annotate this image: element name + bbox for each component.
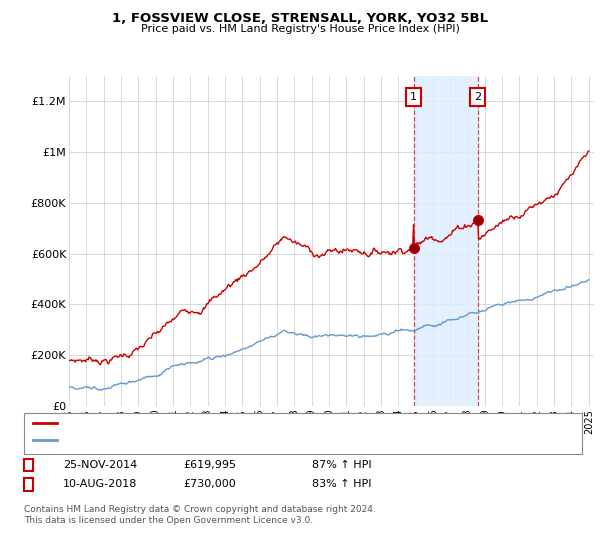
Text: £730,000: £730,000	[183, 479, 236, 489]
Text: HPI: Average price, detached house, York: HPI: Average price, detached house, York	[63, 435, 278, 445]
Text: 2: 2	[475, 92, 481, 102]
Bar	[414, 76, 478, 406]
Text: 10-AUG-2018: 10-AUG-2018	[63, 479, 137, 489]
Text: £619,995: £619,995	[183, 460, 236, 470]
Text: 2: 2	[25, 479, 32, 489]
Text: Contains HM Land Registry data © Crown copyright and database right 2024.
This d: Contains HM Land Registry data © Crown c…	[24, 505, 376, 525]
Text: 87% ↑ HPI: 87% ↑ HPI	[312, 460, 371, 470]
Text: 1, FOSSVIEW CLOSE, STRENSALL, YORK, YO32 5BL: 1, FOSSVIEW CLOSE, STRENSALL, YORK, YO32…	[112, 12, 488, 25]
Text: 1: 1	[25, 460, 32, 470]
Text: 1: 1	[410, 92, 418, 102]
Text: 83% ↑ HPI: 83% ↑ HPI	[312, 479, 371, 489]
Text: Price paid vs. HM Land Registry's House Price Index (HPI): Price paid vs. HM Land Registry's House …	[140, 24, 460, 34]
Text: 1, FOSSVIEW CLOSE, STRENSALL, YORK, YO32 5BL (detached house): 1, FOSSVIEW CLOSE, STRENSALL, YORK, YO32…	[63, 418, 420, 428]
Text: 25-NOV-2014: 25-NOV-2014	[63, 460, 137, 470]
